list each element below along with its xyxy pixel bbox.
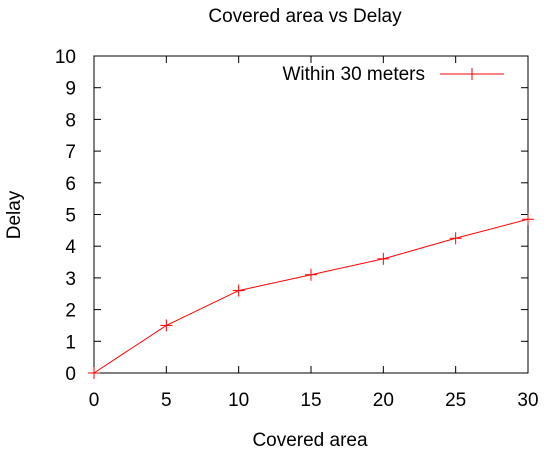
data-point-marker — [88, 367, 100, 379]
chart-title: Covered area vs Delay — [208, 6, 402, 27]
data-point-marker — [232, 284, 245, 297]
x-tick-label: 10 — [228, 390, 249, 411]
x-tick-label: 20 — [373, 390, 394, 411]
y-tick-label: 1 — [65, 332, 76, 353]
data-point-marker — [377, 252, 390, 265]
y-tick-label: 3 — [65, 269, 76, 290]
y-tick-label: 7 — [65, 142, 76, 163]
data-point-marker — [449, 232, 462, 245]
data-point-marker — [160, 319, 173, 332]
y-tick-label: 5 — [65, 206, 76, 227]
x-tick-label: 25 — [445, 390, 466, 411]
y-tick-label: 2 — [65, 301, 76, 322]
data-point-marker — [305, 268, 317, 281]
x-axis: 0 5 10 15 20 25 30 — [89, 56, 539, 411]
y-tick-label: 0 — [65, 364, 76, 385]
x-tick-label: 0 — [89, 390, 100, 411]
series-layer — [88, 213, 534, 379]
y-tick-label: 8 — [65, 110, 76, 131]
y-tick-label: 4 — [65, 237, 76, 258]
y-tick-label: 6 — [65, 174, 76, 195]
legend: Within 30 meters — [282, 64, 504, 85]
legend-label: Within 30 meters — [282, 64, 425, 85]
x-axis-label: Covered area — [252, 430, 368, 451]
x-tick-label: 5 — [161, 390, 172, 411]
y-axis: 0 1 2 3 4 5 6 7 8 9 10 — [55, 47, 528, 385]
y-tick-label: 9 — [65, 79, 76, 100]
x-tick-label: 30 — [517, 390, 538, 411]
y-tick-label: 10 — [55, 47, 76, 68]
plot-frame — [93, 55, 529, 374]
x-tick-label: 15 — [300, 390, 321, 411]
series-line — [93, 218, 529, 374]
y-axis-label: Delay — [4, 190, 25, 239]
data-point-marker — [522, 213, 534, 226]
